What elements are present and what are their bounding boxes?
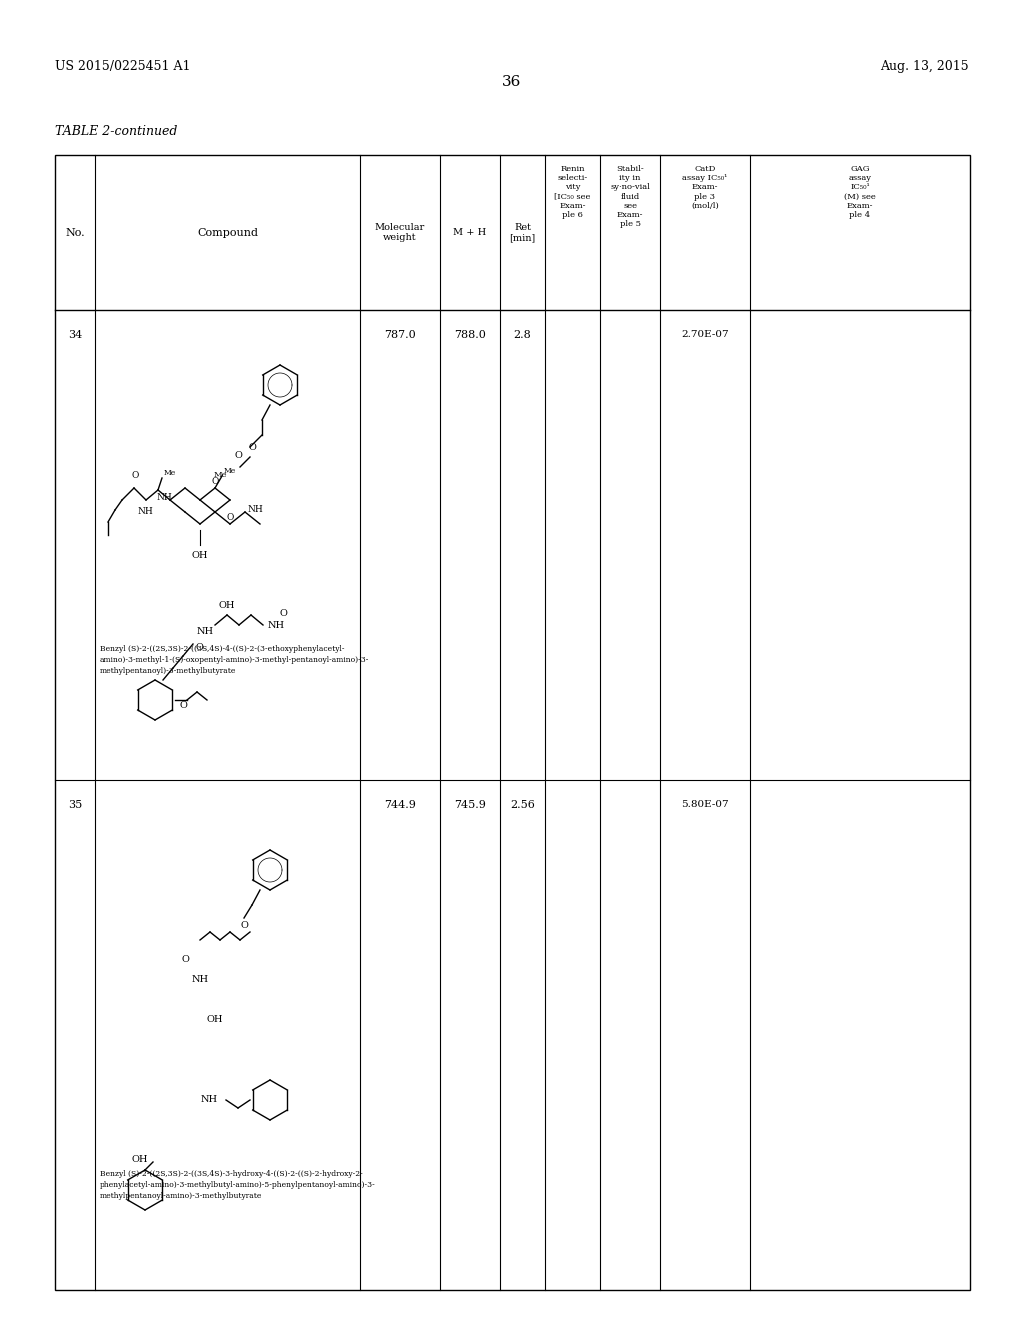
Text: Compound: Compound [197,227,258,238]
Text: 35: 35 [68,800,82,810]
Text: methylpentanoyl-amino)-3-methylbutyrate: methylpentanoyl-amino)-3-methylbutyrate [100,1192,262,1200]
Text: Me: Me [213,471,226,479]
Text: O: O [248,442,256,451]
Text: 34: 34 [68,330,82,341]
Text: O: O [180,701,187,710]
Text: 744.9: 744.9 [384,800,416,810]
Text: 788.0: 788.0 [454,330,486,341]
Text: O: O [280,609,287,618]
Text: O: O [131,471,138,480]
Text: OH: OH [207,1015,223,1024]
Text: OH: OH [219,601,236,610]
Text: CatD
assay IC₅₀¹
Exam-
ple 3
(mol/l): CatD assay IC₅₀¹ Exam- ple 3 (mol/l) [682,165,728,210]
Text: Molecular
weight: Molecular weight [375,223,425,242]
Text: Aug. 13, 2015: Aug. 13, 2015 [881,59,969,73]
Bar [55,154,970,1290]
Text: OH: OH [191,550,208,560]
Text: NH: NH [197,627,214,636]
Text: NH: NH [191,975,209,985]
Text: OH: OH [132,1155,148,1164]
Text: 2.70E-07: 2.70E-07 [681,330,729,339]
Text: TABLE 2-continued: TABLE 2-continued [55,125,177,139]
Text: NH: NH [137,507,153,516]
Text: O: O [195,644,203,652]
Text: 745.9: 745.9 [454,800,486,810]
Text: Me: Me [164,469,176,477]
Text: M + H: M + H [454,228,486,238]
Text: 787.0: 787.0 [384,330,416,341]
Text: O: O [211,478,219,487]
Text: NH: NH [248,506,264,515]
Text: Renin
selecti-
vity
[IC₅₀ see
Exam-
ple 6: Renin selecti- vity [IC₅₀ see Exam- ple … [554,165,591,219]
Text: US 2015/0225451 A1: US 2015/0225451 A1 [55,59,190,73]
Text: NH: NH [157,494,172,503]
Text: O: O [240,920,248,929]
Text: methylpentanoyl)-3-methylbutyrate: methylpentanoyl)-3-methylbutyrate [100,667,237,675]
Text: phenylacetyl-amino)-3-methylbutyl-amino)-5-phenylpentanoyl-amino)-3-: phenylacetyl-amino)-3-methylbutyl-amino)… [100,1181,376,1189]
Text: 5.80E-07: 5.80E-07 [681,800,729,809]
Text: No.: No. [66,227,85,238]
Text: Ret
[min]: Ret [min] [509,223,536,242]
Text: O: O [181,956,189,965]
Text: Me: Me [224,467,237,475]
Text: GAG
assay
IC₅₀¹
(M) see
Exam-
ple 4: GAG assay IC₅₀¹ (M) see Exam- ple 4 [844,165,876,219]
Text: O: O [226,513,233,523]
Text: NH: NH [268,620,285,630]
Text: Stabil-
ity in
sy·no-vial
fluid
see
Exam-
ple 5: Stabil- ity in sy·no-vial fluid see Exam… [610,165,650,228]
Text: O: O [234,450,242,459]
Text: amino)-3-methyl-1-(S)-oxopentyl-amino)-3-methyl-pentanoyl-amino)-3-: amino)-3-methyl-1-(S)-oxopentyl-amino)-3… [100,656,370,664]
Text: NH: NH [201,1096,218,1105]
Text: 2.8: 2.8 [514,330,531,341]
Text: 36: 36 [503,75,521,88]
Text: Benzyl (S)-2-((2S,3S)-2-((3S,4S)-3-hydroxy-4-((S)-2-((S)-2-hydroxy-2-: Benzyl (S)-2-((2S,3S)-2-((3S,4S)-3-hydro… [100,1170,362,1177]
Text: Benzyl (S)-2-((2S,3S)-2-((3S,4S)-4-((S)-2-(3-ethoxyphenylacetyl-: Benzyl (S)-2-((2S,3S)-2-((3S,4S)-4-((S)-… [100,645,344,653]
Text: 2.56: 2.56 [510,800,535,810]
